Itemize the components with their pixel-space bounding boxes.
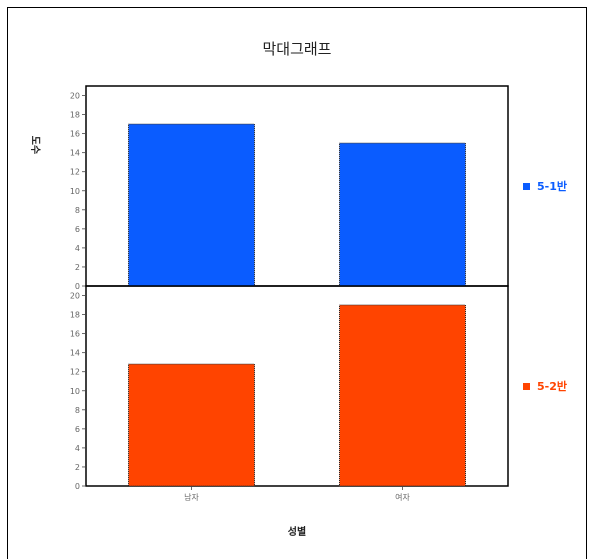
y-tick-label: 6	[75, 425, 80, 434]
y-tick-label: 16	[70, 330, 80, 339]
y-tick-label: 10	[70, 387, 80, 396]
legend: 5-1반 5-2반	[523, 179, 567, 393]
chart-frame	[7, 7, 587, 559]
y-tick-label: 2	[75, 263, 80, 272]
bar-1-남자	[128, 123, 255, 287]
y-axis-title: 도수	[29, 136, 41, 154]
bar-1-여자	[339, 142, 466, 287]
panel-frame-2	[85, 285, 509, 487]
y-tick-label: 14	[70, 349, 80, 358]
x-tick-label: 여자	[395, 492, 410, 502]
y-tick-label: 16	[70, 130, 80, 139]
y-tick-label: 18	[70, 111, 80, 120]
bar-2-남자	[128, 363, 255, 487]
y-tick-label: 12	[70, 168, 80, 177]
x-axis-title: 성별	[288, 525, 306, 538]
y-tick-label: 8	[75, 206, 80, 215]
y-tick-label: 0	[75, 482, 80, 491]
x-tick-label: 남자	[184, 493, 199, 502]
y-tick-label: 20	[70, 292, 80, 301]
y-tick-label: 14	[70, 149, 80, 158]
y-tick-label: 2	[75, 463, 80, 472]
y-tick-label: 6	[75, 225, 80, 234]
legend-swatch	[523, 383, 530, 390]
y-tick-label: 18	[70, 311, 80, 320]
legend-label: 5-2반	[537, 379, 567, 393]
legend-label: 5-1반	[537, 179, 567, 193]
y-tick-label: 8	[75, 406, 80, 415]
y-tick-label: 4	[75, 244, 80, 253]
bar-2-여자	[339, 304, 466, 487]
y-tick-label: 10	[70, 187, 80, 196]
y-tick-label: 20	[70, 92, 80, 101]
chart-title: 막대그래프	[262, 40, 331, 58]
y-tick-label: 0	[75, 282, 80, 291]
y-tick-label: 4	[75, 444, 80, 453]
legend-swatch	[523, 183, 530, 190]
y-tick-label: 12	[70, 368, 80, 377]
